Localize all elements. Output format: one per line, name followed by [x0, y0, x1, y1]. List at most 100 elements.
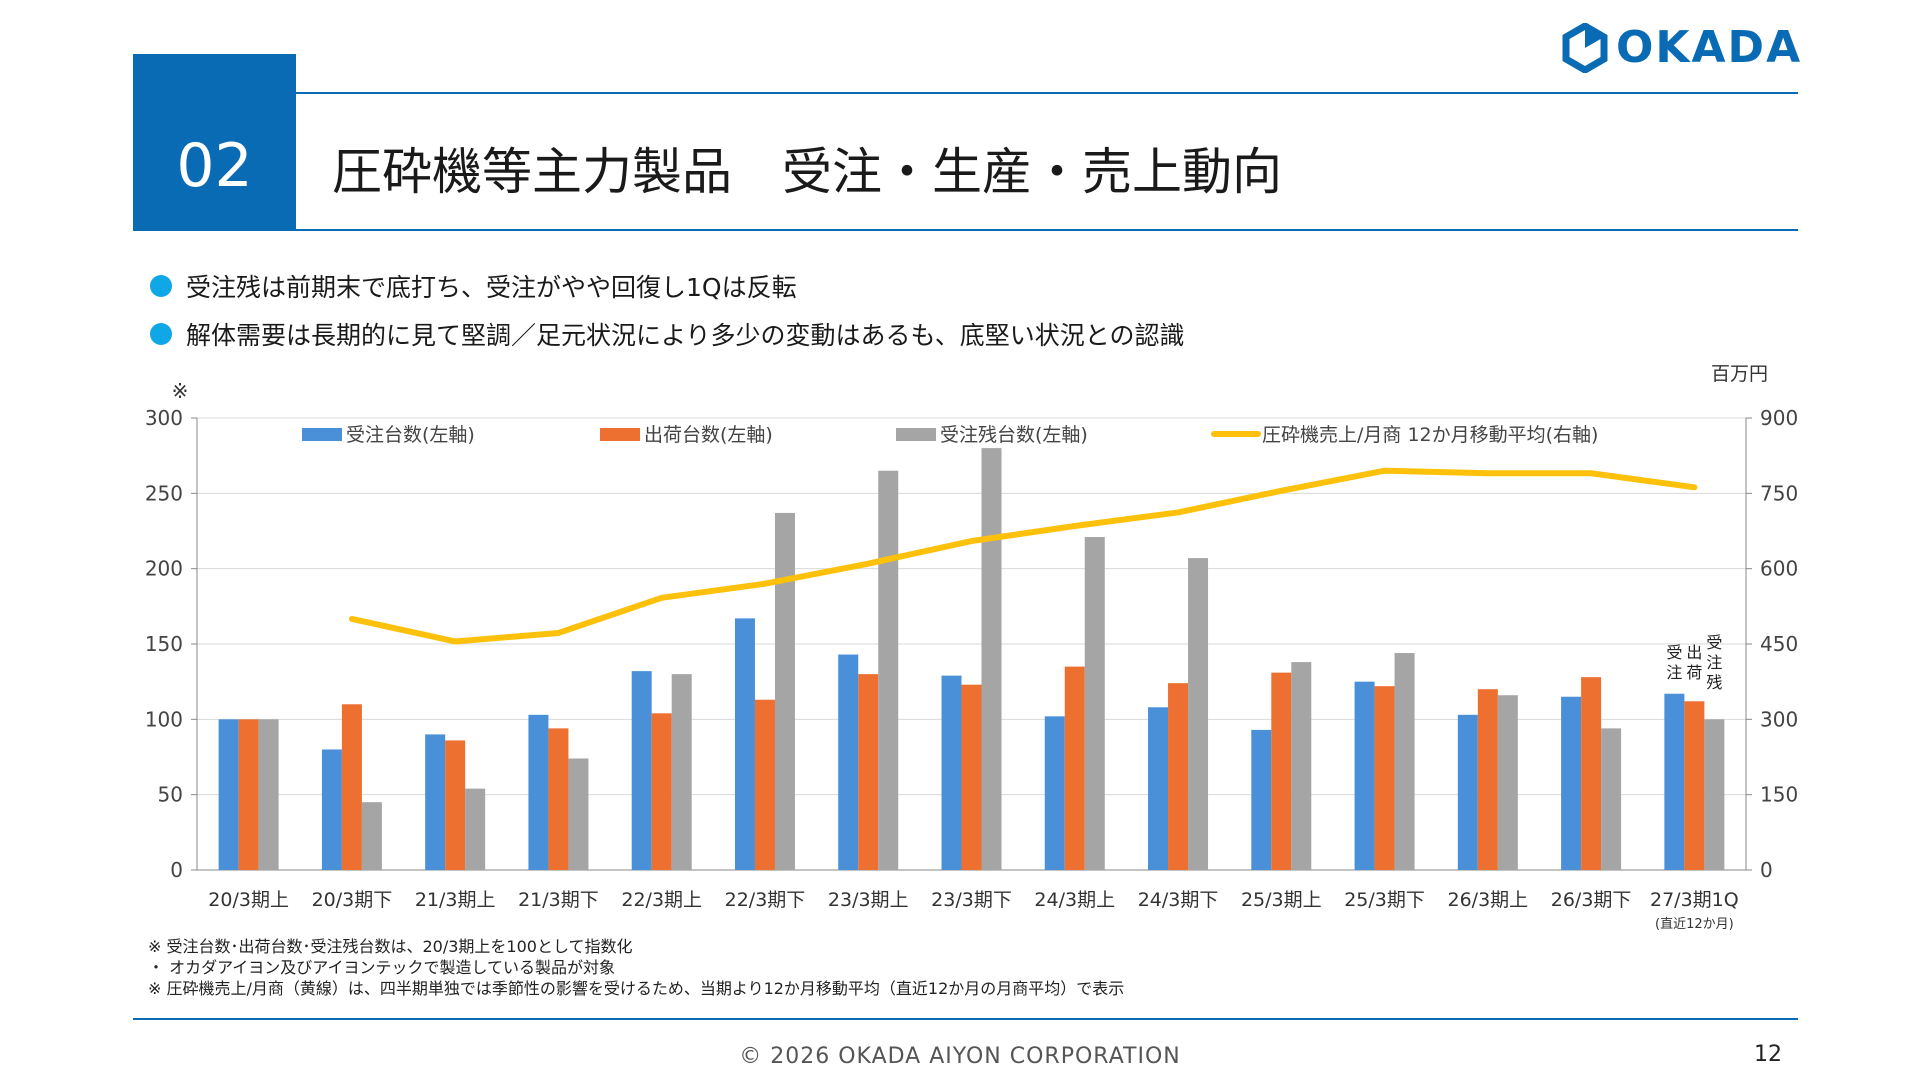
key-points: 受注残は前期末で底打ち、受注がやや回復し1Qは反転 解体需要は長期的に見て堅調／…	[150, 262, 1185, 358]
bar-3	[1291, 662, 1312, 870]
bar-3	[361, 802, 382, 870]
page-title: 圧砕機等主力製品 受注・生産・売上動向	[332, 143, 1282, 201]
note-line: ※ 受注台数･出荷台数･受注残台数は、20/3期上を100として指数化	[148, 937, 633, 956]
legend-label: 受注残台数(左軸)	[940, 424, 1088, 446]
bar-2	[961, 684, 982, 870]
legend-label: 圧砕機売上/月商 12か月移動平均(右軸)	[1262, 424, 1598, 446]
bar-3	[568, 758, 589, 870]
bar-1	[1354, 681, 1375, 870]
orders-production-sales-chart: 0 50 100 150 200 250 300 0 150 300 450 600 750 900 ※ 百万…	[145, 363, 1798, 932]
bar-2	[238, 719, 259, 870]
legend-swatch	[302, 428, 342, 441]
x-tick-label: 22/3期下	[725, 889, 806, 911]
chart-notes: ※ 受注台数･出荷台数･受注残台数は、20/3期上を100として指数化 ・ オカ…	[148, 936, 1124, 999]
y-left-tick-label: 100	[145, 707, 183, 731]
y-right-tick-label: 150	[1760, 783, 1798, 807]
header-divider-top	[296, 92, 1798, 94]
y-left-tick-label: 300	[145, 406, 183, 430]
bar-2	[651, 713, 672, 870]
x-tick-label: 24/3期下	[1138, 889, 1219, 911]
x-tick-label: 20/3期上	[208, 889, 289, 911]
bar-2	[1477, 689, 1498, 870]
bar-3	[878, 470, 899, 870]
bar-1	[1561, 696, 1582, 870]
bar-1	[1457, 714, 1478, 870]
bullet-item: 解体需要は長期的に見て堅調／足元状況により多少の変動はあるも、底堅い状況との認識	[150, 310, 1185, 358]
hexagon-logo-icon	[1562, 22, 1608, 73]
y-right-tick-label: 0	[1760, 858, 1773, 882]
bar-1	[1251, 729, 1272, 870]
bar-1	[218, 719, 239, 870]
x-tick-label: 22/3期上	[621, 889, 702, 911]
y-right-tick-label: 450	[1760, 632, 1798, 656]
y-left-tick-label: 50	[158, 783, 183, 807]
bar-2	[1581, 677, 1602, 870]
footer-divider	[133, 1018, 1798, 1020]
bar-1	[321, 749, 342, 870]
bar-3	[1497, 695, 1518, 870]
x-tick-label: 24/3期上	[1034, 889, 1115, 911]
y-left-tick-label: 200	[145, 557, 183, 581]
bar-3	[1394, 653, 1415, 870]
x-tick-sub-label: (直近12か月)	[1655, 917, 1734, 932]
bar-3	[671, 674, 692, 870]
logo-text: OKADA	[1616, 22, 1803, 73]
bar-3	[465, 788, 486, 870]
x-tick-label: 21/3期上	[415, 889, 496, 911]
bullet-dot-icon	[150, 275, 172, 297]
x-tick-label: 23/3期下	[931, 889, 1012, 911]
legend-swatch	[896, 428, 936, 441]
bar-2	[858, 674, 879, 870]
bar-1	[1664, 693, 1685, 870]
bar-2	[1064, 666, 1085, 870]
series-line	[348, 467, 1698, 645]
bar-1	[734, 618, 755, 870]
bar-2	[1374, 686, 1395, 870]
bar-1	[838, 654, 859, 870]
x-tick-label: 21/3期下	[518, 889, 599, 911]
x-tick-label: 26/3期上	[1447, 889, 1528, 911]
bar-2	[548, 728, 569, 870]
x-tick-label: 20/3期下	[312, 889, 393, 911]
header-divider-bottom	[133, 229, 1798, 231]
bar-2	[341, 704, 362, 870]
x-tick-label: 26/3期下	[1551, 889, 1632, 911]
y-right-tick-label: 600	[1760, 557, 1798, 581]
legend-label: 受注台数(左軸)	[346, 424, 475, 446]
bullet-text: 解体需要は長期的に見て堅調／足元状況により多少の変動はあるも、底堅い状況との認識	[186, 321, 1185, 350]
y-left-tick-label: 150	[145, 632, 183, 656]
bar-2	[754, 699, 775, 870]
bar-2	[1684, 701, 1705, 870]
bar-1	[528, 714, 549, 870]
bar-1	[631, 671, 652, 870]
y-left-tick-label: 250	[145, 481, 183, 505]
bar-2	[1168, 683, 1189, 870]
bar-3	[774, 512, 795, 870]
section-number: 02	[133, 54, 296, 231]
legend-swatch	[600, 428, 640, 441]
bar-3	[258, 719, 279, 870]
x-tick-label: 25/3期下	[1344, 889, 1425, 911]
bar-annotation: 受注	[1666, 643, 1682, 682]
bar-3	[1704, 719, 1725, 870]
page-number: 12	[1754, 1042, 1782, 1067]
copyright-text: © 2026 OKADA AIYON CORPORATION	[739, 1044, 1181, 1069]
bar-1	[425, 734, 446, 870]
company-logo: OKADA	[1562, 22, 1802, 73]
note-line: ※ 圧砕機売上/月商（黄線）は、四半期単独では季節性の影響を受けるため、当期より…	[148, 979, 1125, 998]
bar-annotation: 受注残	[1706, 633, 1722, 692]
bar-2	[445, 740, 466, 870]
bar-1	[1148, 707, 1169, 870]
y-right-tick-label: 300	[1760, 707, 1798, 731]
x-tick-label: 27/3期1Q	[1650, 889, 1739, 911]
bar-3	[1084, 537, 1105, 870]
bullet-text: 受注残は前期末で底打ち、受注がやや回復し1Qは反転	[186, 273, 797, 302]
bar-2	[1271, 672, 1292, 870]
right-axis-unit: 百万円	[1711, 363, 1768, 385]
y-right-tick-label: 900	[1760, 406, 1798, 430]
bar-3	[1601, 728, 1622, 870]
bar-3	[981, 448, 1002, 870]
x-tick-label: 23/3期上	[828, 889, 909, 911]
left-axis-marker: ※	[172, 379, 189, 403]
bullet-dot-icon	[150, 323, 172, 345]
